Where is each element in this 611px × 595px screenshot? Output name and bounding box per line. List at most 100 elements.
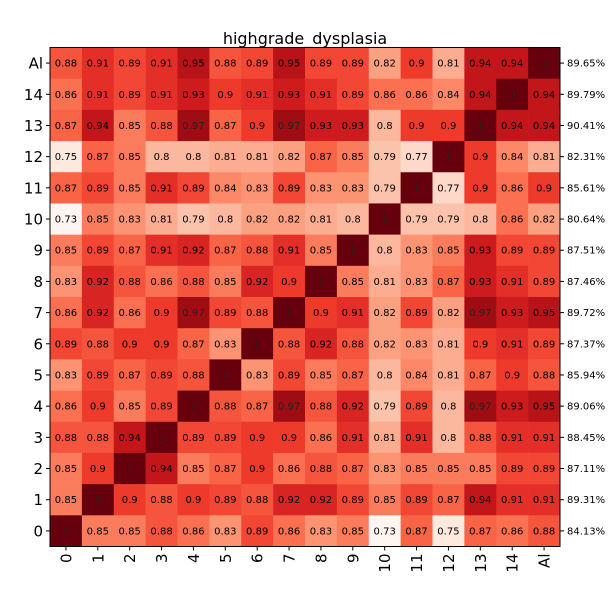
heatmap-cell [432, 297, 465, 329]
cell-value-label: 0.84 [405, 370, 427, 381]
cell-value-label: 0.9 [281, 433, 297, 444]
cell-value-label: 0.82 [278, 215, 300, 226]
cell-value-label: 0.89 [246, 526, 268, 537]
heatmap-cell [241, 484, 274, 516]
heatmap-cell [496, 390, 529, 423]
cell-value-label: 0.97 [469, 402, 491, 413]
heatmap-cell [113, 234, 146, 267]
heatmap-cell [241, 109, 274, 142]
cell-value-label: 0.85 [55, 495, 77, 506]
heatmap-cell [528, 265, 561, 298]
heatmap-cell [209, 390, 242, 423]
cell-value-label: 0.92 [87, 308, 109, 319]
heatmap-cell [336, 141, 370, 173]
heatmap-cell [432, 234, 465, 267]
heatmap-cell [432, 359, 465, 391]
cell-value-label: 0.9 [472, 183, 488, 194]
heatmap-cell [336, 47, 370, 79]
cell-value-label: 0.92 [87, 277, 109, 288]
cell-value-label: 0.8 [185, 152, 201, 163]
cell-value-label: 0.88 [310, 464, 332, 475]
cell-value-label: 0.91 [150, 183, 172, 194]
heatmap-cell [368, 515, 401, 547]
cell-value-label: 0.88 [278, 339, 300, 350]
cell-value-label: 0.82 [374, 308, 396, 319]
heatmap-cell [145, 203, 178, 235]
cell-value-label: 0.79 [374, 183, 396, 194]
cell-value-label: 0.9 [409, 121, 425, 132]
cell-value-label: 1 [509, 90, 515, 101]
cell-value-label: 0.77 [437, 183, 459, 194]
heatmap-cell [464, 297, 497, 329]
cell-value-label: 0.86 [55, 308, 77, 319]
heatmap-cell [145, 515, 178, 547]
cell-value-label: 0.9 [249, 121, 265, 132]
heatmap-cell [113, 452, 146, 485]
cell-value-label: 0.88 [87, 339, 109, 350]
heatmap-cell [305, 328, 338, 360]
cell-value-label: 0.89 [119, 90, 141, 101]
cell-value-label: 0.91 [310, 90, 332, 101]
heatmap-cell [528, 328, 561, 360]
cell-value-label: 0.83 [310, 526, 332, 537]
heatmap-cell [273, 234, 306, 267]
cell-value-label: 0.81 [533, 152, 555, 163]
y-tick-label: 9 [33, 242, 43, 260]
cell-value-label: 0.9 [249, 464, 265, 475]
cell-value-label: 0.88 [182, 370, 204, 381]
heatmap-cell [177, 452, 210, 485]
heatmap-cell [464, 109, 497, 142]
heatmap-cell [368, 452, 401, 485]
heatmap-cell [209, 297, 242, 329]
cell-value-label: 0.83 [405, 246, 427, 257]
heatmap-cell [241, 78, 274, 111]
x-tick-label: Al [536, 554, 554, 568]
heatmap-cell [464, 452, 497, 485]
cell-value-label: 0.85 [310, 370, 332, 381]
heatmap-cell [145, 47, 178, 79]
heatmap-cell [400, 234, 433, 267]
x-tick-label: 0 [57, 554, 75, 564]
heatmap-cell [209, 515, 242, 547]
heatmap-cell [528, 297, 561, 329]
heatmap-cell [400, 359, 433, 391]
cell-value-label: 0.91 [87, 59, 109, 70]
cell-value-label: 0.77 [405, 152, 427, 163]
cell-value-label: 0.81 [374, 277, 396, 288]
heatmap-cell [528, 390, 561, 423]
heatmap-cell [241, 141, 274, 173]
heatmap-cell [145, 234, 178, 267]
right-accuracy-label: 90.41% [567, 121, 605, 132]
heatmap-cell [273, 47, 306, 79]
heatmap-cell [241, 297, 274, 329]
heatmap-cells: 0.88 0.91 0.89 0.91 0.95 0.88 0.89 0.95 0.89 0.89… [50, 47, 561, 547]
heatmap-cell [81, 78, 115, 111]
cell-value-label: 0.91 [405, 433, 427, 444]
heatmap-cell [50, 172, 83, 204]
cell-value-label: 0.87 [119, 370, 141, 381]
x-tick-label: 10 [376, 554, 394, 573]
cell-value-label: 0.92 [278, 495, 300, 506]
heatmap-cell [305, 359, 338, 391]
heatmap-cell [113, 109, 146, 142]
heatmap-cell [464, 172, 497, 204]
heatmap-cell [368, 421, 401, 454]
y-tick-label: 11 [24, 179, 43, 197]
x-tick-label: 3 [153, 554, 171, 564]
heatmap-cell [336, 390, 370, 423]
heatmap-cell [496, 515, 529, 547]
heatmap-cell [177, 109, 210, 142]
heatmap-cell [177, 47, 210, 79]
cell-value-label: 0.94 [119, 433, 141, 444]
heatmap-cell [50, 203, 83, 235]
right-accuracy-label: 82.31% [567, 152, 605, 163]
cell-value-label: 0.9 [281, 277, 297, 288]
cell-value-label: 0.73 [55, 215, 77, 226]
heatmap-cell [336, 172, 370, 204]
heatmap-cell [241, 390, 274, 423]
heatmap-cell [273, 203, 306, 235]
cell-value-label: 0.87 [469, 526, 491, 537]
cell-value-label: 0.88 [246, 246, 268, 257]
cell-value-label: 0.89 [87, 246, 109, 257]
heatmap-cell [464, 390, 497, 423]
